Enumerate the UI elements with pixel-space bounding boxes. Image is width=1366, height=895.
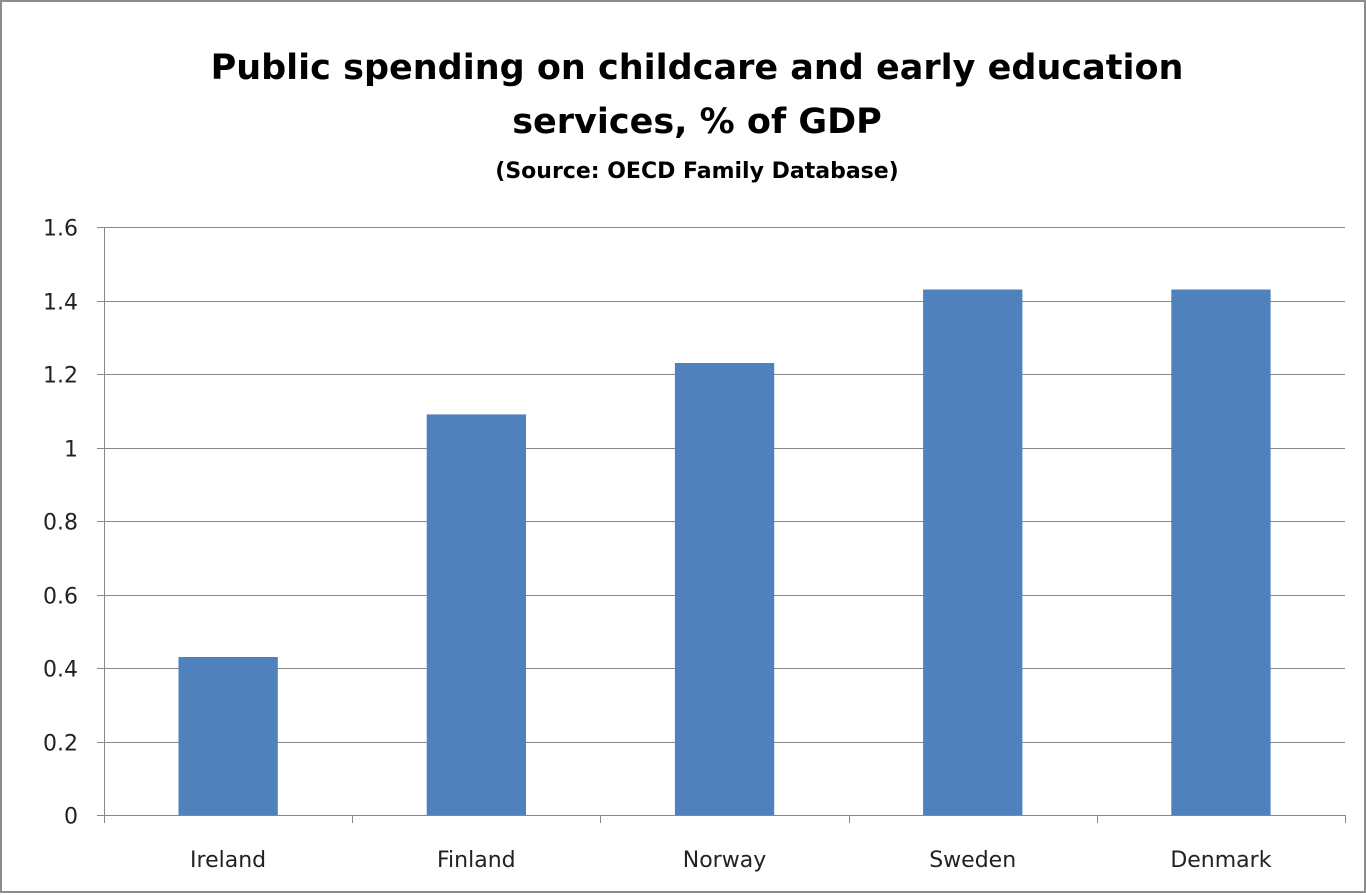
y-tick-label: 1.6 xyxy=(43,217,78,242)
y-tick-label: 0.6 xyxy=(43,585,78,610)
x-category-label: Sweden xyxy=(929,848,1016,873)
chart-subtitle: (Source: OECD Family Database) xyxy=(495,159,898,184)
bar-sweden xyxy=(923,289,1023,815)
bar-ireland xyxy=(178,657,278,815)
x-category-label: Denmark xyxy=(1170,848,1271,873)
bar-finland xyxy=(426,414,526,815)
x-axis: Ireland Finland Norway Sweden Denmark xyxy=(104,815,1346,873)
bar-denmark xyxy=(1171,289,1271,815)
y-axis: 0 0.2 0.4 0.6 0.8 1 1.2 1.4 1.6 xyxy=(43,217,105,830)
y-tick-label: 1 xyxy=(64,438,78,463)
y-tick-label: 0.4 xyxy=(43,658,78,683)
chart-title-line-2: services, % of GDP xyxy=(512,102,882,142)
y-tick-label: 1.2 xyxy=(43,364,78,389)
y-tick-label: 1.4 xyxy=(43,291,78,316)
y-tick-label: 0.2 xyxy=(43,732,78,757)
x-category-label: Norway xyxy=(683,848,766,873)
bar-norway xyxy=(674,363,775,815)
y-tick-label: 0.8 xyxy=(43,511,78,536)
chart-title-line-1: Public spending on childcare and early e… xyxy=(211,48,1184,88)
y-tick-label: 0 xyxy=(64,805,78,830)
bars xyxy=(178,289,1271,815)
x-category-label: Finland xyxy=(437,848,516,873)
x-category-label: Ireland xyxy=(190,848,266,873)
